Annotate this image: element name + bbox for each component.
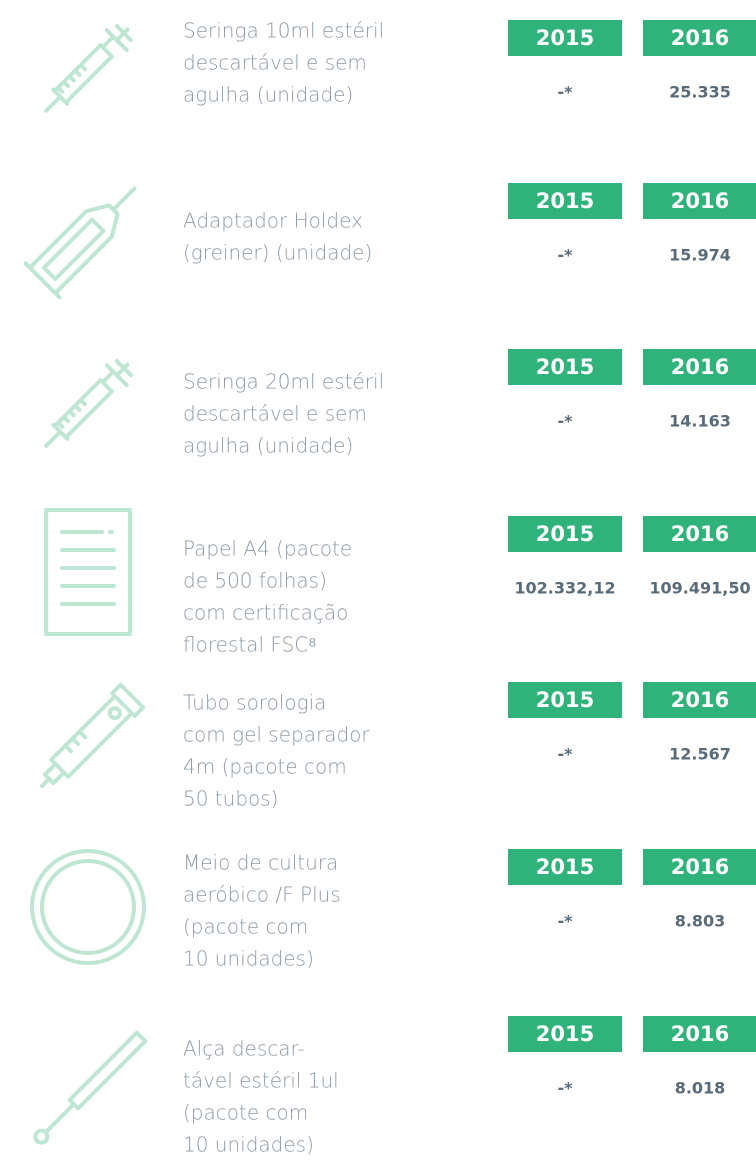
icon-part <box>44 508 132 636</box>
item-name: aeróbico /F Plus <box>183 883 341 907</box>
year-header <box>508 1016 622 1052</box>
item-name: 4m (pacote com <box>183 755 347 779</box>
icon-part <box>44 359 133 448</box>
year-header <box>643 849 756 885</box>
year-label: 2016 <box>671 688 729 712</box>
item-name: com gel separador <box>183 723 370 747</box>
icon-part <box>40 682 146 788</box>
item-name: 50 tubos) <box>183 787 278 811</box>
icon <box>44 508 132 636</box>
item-name: tável estéril 1ul <box>183 1069 339 1093</box>
value: 8.803 <box>675 912 726 931</box>
item-name: florestal FSC⁸ <box>183 633 317 657</box>
year-header <box>643 1016 756 1052</box>
year-label: 2015 <box>536 189 594 213</box>
year-label: 2015 <box>536 355 594 379</box>
icon <box>44 359 133 448</box>
year-label: 2015 <box>536 26 594 50</box>
item-name: agulha (unidade) <box>183 434 353 458</box>
icon <box>23 186 137 300</box>
year-label: 2016 <box>671 522 729 546</box>
icon-part <box>23 186 137 300</box>
icon-part <box>44 24 133 113</box>
value: 102.332,12 <box>514 579 615 598</box>
icon-part <box>43 1030 148 1135</box>
item-name: 10 unidades) <box>183 947 314 971</box>
value: 14.163 <box>669 412 731 431</box>
item-name: Adaptador Holdex <box>183 209 363 233</box>
year-header <box>508 183 622 219</box>
icon-part <box>107 706 122 721</box>
value: 25.335 <box>669 83 731 102</box>
value: -* <box>557 745 573 764</box>
item-name: (pacote com <box>183 1101 308 1125</box>
year-label: 2015 <box>536 688 594 712</box>
item-name: 10 unidades) <box>183 1133 314 1157</box>
icon-part <box>40 859 136 955</box>
value: -* <box>557 246 573 265</box>
year-header <box>643 682 756 718</box>
item-name: Papel A4 (pacote <box>183 537 352 561</box>
year-header <box>643 516 756 552</box>
value: 15.974 <box>669 246 731 265</box>
item-name: Alça descar- <box>183 1037 305 1061</box>
item-name: (pacote com <box>183 915 308 939</box>
item-name: com certificação <box>183 601 348 625</box>
item-name: descartável e sem <box>183 51 367 75</box>
icon <box>33 1030 148 1145</box>
year-label: 2015 <box>536 522 594 546</box>
year-header <box>508 349 622 385</box>
value: -* <box>557 412 573 431</box>
year-header <box>643 20 756 56</box>
year-header <box>508 682 622 718</box>
year-label: 2016 <box>671 355 729 379</box>
value: 12.567 <box>669 745 731 764</box>
item-name: Seringa 20ml estéril <box>183 370 384 394</box>
item-name: agulha (unidade) <box>183 83 353 107</box>
item-name: Meio de cultura <box>183 851 338 875</box>
year-label: 2015 <box>536 1022 594 1046</box>
year-header <box>643 183 756 219</box>
value: -* <box>557 83 573 102</box>
item-name: (greiner) (unidade) <box>183 241 372 265</box>
item-name: descartável e sem <box>183 402 367 426</box>
year-label: 2016 <box>671 855 729 879</box>
year-header <box>508 516 622 552</box>
year-label: 2016 <box>671 1022 729 1046</box>
value: -* <box>557 1079 573 1098</box>
item-name: de 500 folhas) <box>183 569 327 593</box>
year-header <box>508 20 622 56</box>
value: 109.491,50 <box>649 579 750 598</box>
year-label: 2016 <box>671 26 729 50</box>
icon <box>30 849 146 965</box>
item-name: Tubo sorologia <box>183 691 326 715</box>
icon <box>44 24 133 113</box>
year-label: 2015 <box>536 855 594 879</box>
icon-part <box>33 1128 50 1145</box>
year-header <box>643 349 756 385</box>
year-header <box>508 849 622 885</box>
icon <box>40 682 146 788</box>
value: 8.018 <box>675 1079 726 1098</box>
value: -* <box>557 912 573 931</box>
item-name: Seringa 10ml estéril <box>183 19 384 43</box>
icon-part <box>30 849 146 965</box>
year-label: 2016 <box>671 189 729 213</box>
